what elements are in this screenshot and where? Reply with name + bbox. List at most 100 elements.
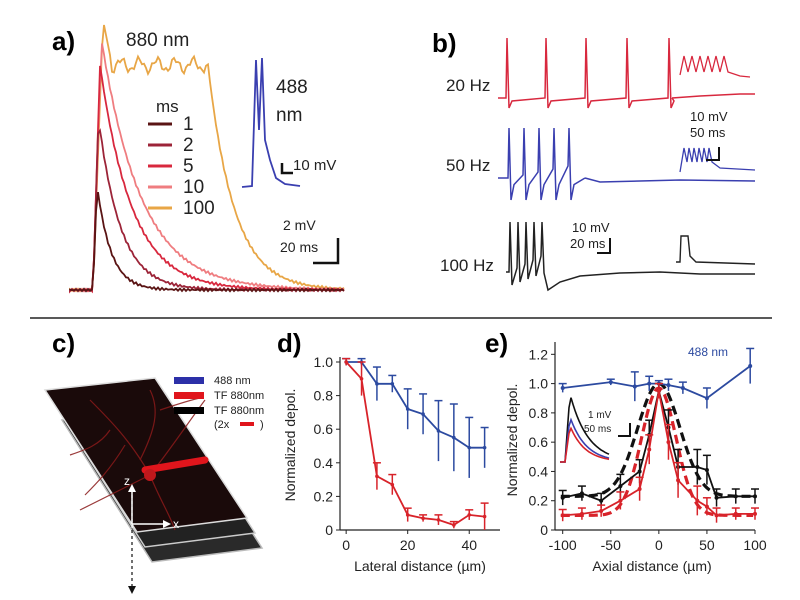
- chart-e-series-1-point: [714, 495, 719, 500]
- chart-d-series-1-point: [359, 377, 364, 381]
- legend-a-label-2: 2: [183, 135, 194, 156]
- panel-b-scale-b-t: 20 ms: [570, 236, 606, 251]
- chart-e-series-0-line: [562, 365, 751, 400]
- chart-e-series-0-point: [680, 385, 685, 390]
- trace-a-100ms: [69, 24, 345, 293]
- trace-b-20hz-tail: [671, 93, 755, 99]
- chart-e-series-1-point: [704, 467, 709, 472]
- panel-e-inset-scalebar: [618, 423, 631, 437]
- chart-e-fit-0: [560, 381, 754, 498]
- legend-c-label-1: TF 880nm: [214, 390, 264, 402]
- chart-e-series-1-point: [579, 491, 584, 496]
- chart-e-series-1-point: [618, 484, 623, 489]
- chart-e-xtick-label: -50: [601, 537, 621, 553]
- laser-beam: [141, 456, 209, 474]
- trace-b-20hz-inset: [679, 55, 751, 78]
- trace-b-50hz-tail: [584, 177, 756, 183]
- chart-e-ytick-label: 1.0: [529, 376, 549, 392]
- chart-e-series-2-point: [579, 511, 584, 516]
- chart-d-series-1-point: [344, 360, 348, 364]
- panel-c-legend-note-swatch: [240, 422, 254, 426]
- panel-a-scalebar: [313, 238, 340, 265]
- x-arrow-head: [163, 520, 171, 528]
- inset-e-trace-2: [560, 426, 610, 463]
- chart-d-series-0-point: [467, 445, 472, 450]
- panel-b-row-100hz-label: 100 Hz: [440, 256, 494, 275]
- chart-d-series-1-point: [467, 513, 472, 517]
- chart-e-series-2-point: [676, 478, 681, 483]
- chart-e-series-2-point: [695, 498, 700, 503]
- chart-e-series-2-line: [562, 390, 755, 517]
- chart-d-xtick-label: 20: [400, 537, 416, 553]
- chart-e-series-1-point: [733, 494, 738, 499]
- chart-e-series-1-point: [560, 495, 565, 500]
- panel-e-ylabel: Normalized depol.: [504, 384, 520, 497]
- trace-488-line: [241, 57, 301, 188]
- chart-e-ytick-label: 0.6: [529, 434, 549, 450]
- chart-e-ytick-label: 0.4: [529, 463, 549, 479]
- chart-e-series-2-point: [647, 447, 652, 452]
- panel-b-row-50hz-label: 50 Hz: [446, 156, 490, 175]
- trace-b-20hz: [498, 37, 675, 109]
- chart-d-series-0-point: [375, 382, 379, 386]
- chart-d-series-0-point: [421, 412, 425, 416]
- chart-e-series-0-point: [560, 385, 565, 390]
- trace-b-50hz-inset: [679, 147, 756, 173]
- panel-a-label: a): [52, 26, 75, 56]
- soma: [144, 469, 156, 481]
- panel-c-legend-note-open: (2x: [214, 419, 230, 431]
- chart-e-series-0-point: [704, 396, 709, 401]
- chart-e-series-0-point: [632, 384, 637, 389]
- chart-d-series-1-point: [421, 516, 425, 521]
- panel-a-488-scale-label: 10 mV: [293, 157, 336, 174]
- chart-e-series-1-point: [753, 494, 757, 499]
- panel-b-scalebar-a: [706, 147, 720, 161]
- chart-e-series-2-point: [637, 487, 642, 492]
- panel-e-label: e): [485, 328, 508, 358]
- chart-e-series-2-point: [704, 504, 709, 509]
- panel-a-488-nm-label: nm: [276, 105, 302, 126]
- chart-e-series-1-point: [599, 498, 604, 503]
- panel-d-xlabel: Lateral distance (µm): [354, 558, 486, 574]
- chart-e-ytick-label: 1.2: [529, 346, 549, 362]
- panel-e-inset: [560, 397, 610, 463]
- legend-a-label-100: 100: [183, 198, 215, 219]
- legend-c-label-2: TF 880nm: [214, 405, 264, 417]
- panel-d-label: d): [277, 328, 302, 358]
- chart-e-series-0-point: [647, 381, 652, 386]
- panel-c-stack: z x: [43, 377, 264, 594]
- chart-d-series-1-point: [436, 518, 441, 522]
- panel-a-scale-t-label: 20 ms: [280, 239, 318, 255]
- panel-b-scale-b-v: 10 mV: [572, 220, 610, 235]
- trace-a-5ms: [69, 65, 345, 294]
- chart-e-xtick-label: 100: [743, 537, 767, 553]
- legend-c-swatch-2: [174, 407, 204, 414]
- legend-c-swatch-1: [174, 392, 204, 399]
- panel-a-traces: [69, 24, 345, 294]
- chart-e-series-1-point: [695, 465, 700, 470]
- trace-b-50hz: [498, 127, 586, 201]
- panel-b-label: b): [432, 28, 457, 58]
- chart-d-series-1-point: [452, 523, 456, 527]
- chart-d-series-0-point: [436, 429, 441, 433]
- panel-e-chart: 0 0.2 0.4 0.6 0.8 1.0 1.2 -100 -50 0 50 100: [529, 342, 767, 553]
- panel-e-inset-scale-v: 1 mV: [588, 410, 612, 421]
- chart-e-series-0-point: [666, 383, 671, 388]
- legend-c-swatch-0: [174, 377, 204, 384]
- legend-c-label-0: 488 nm: [214, 375, 251, 387]
- trace-b-100hz-inset: [676, 235, 756, 265]
- chart-e-series-2-point: [666, 440, 671, 445]
- chart-e-series-0-point: [748, 364, 753, 369]
- panel-c-label: c): [52, 328, 75, 358]
- panel-b-scalebar-b: [597, 238, 611, 254]
- z-arrow-down: [128, 586, 136, 594]
- chart-d-series-1-point: [405, 513, 410, 517]
- chart-d-ytick-label: 1.0: [314, 354, 334, 370]
- chart-e-series-0-point: [608, 380, 613, 385]
- panel-e-series-label: 488 nm: [688, 345, 728, 359]
- stack-layer-1: [43, 377, 249, 533]
- chart-d-xtick-label: 40: [461, 537, 477, 553]
- z-arrow-head: [128, 484, 136, 492]
